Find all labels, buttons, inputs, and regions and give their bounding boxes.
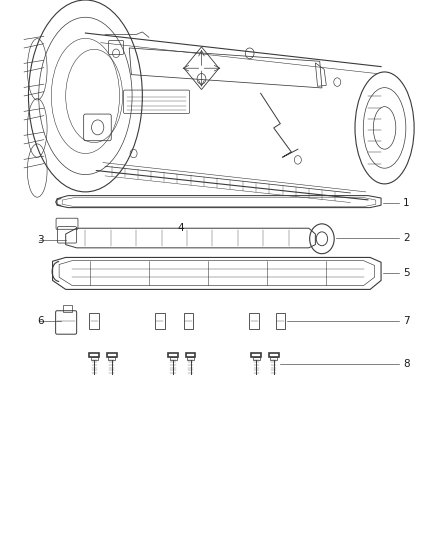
Text: 2: 2	[403, 233, 410, 243]
Text: 4: 4	[177, 223, 184, 232]
Bar	[184, 313, 193, 329]
Text: 3: 3	[37, 235, 44, 245]
Bar	[168, 353, 178, 357]
Bar	[253, 357, 260, 360]
Text: 1: 1	[403, 198, 410, 208]
Bar	[91, 357, 98, 360]
Bar	[89, 313, 99, 329]
Text: 7: 7	[403, 316, 410, 326]
Text: 8: 8	[403, 359, 410, 368]
Bar	[251, 353, 261, 357]
Bar	[63, 305, 72, 312]
Bar	[187, 357, 194, 360]
Bar	[249, 313, 259, 329]
Text: 5: 5	[403, 269, 410, 278]
Bar	[107, 353, 117, 357]
Bar	[270, 357, 277, 360]
Text: 6: 6	[37, 316, 44, 326]
Bar	[155, 313, 165, 329]
Bar	[89, 353, 99, 357]
Bar	[269, 353, 279, 357]
Bar	[108, 357, 115, 360]
Bar	[276, 313, 285, 329]
Bar	[186, 353, 195, 357]
Bar	[170, 357, 177, 360]
